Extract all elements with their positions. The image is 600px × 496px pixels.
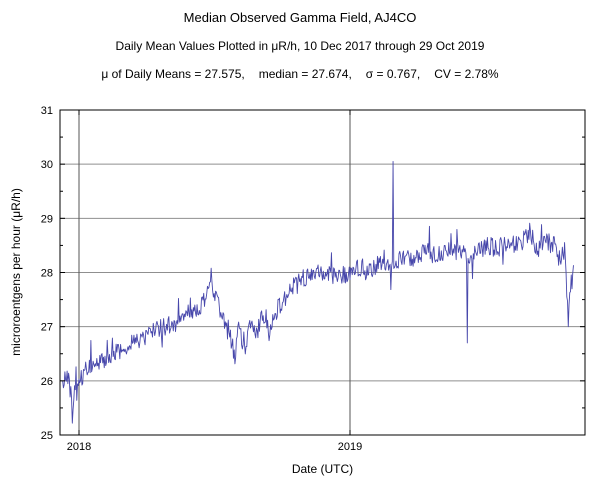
x-tick-label: 2018 xyxy=(67,441,91,453)
chart-subtitle: Daily Mean Values Plotted in μR/h, 10 De… xyxy=(115,39,485,53)
chart-title: Median Observed Gamma Field, AJ4CO xyxy=(183,10,417,25)
stat-cv: CV = 2.78% xyxy=(434,67,499,81)
stat-mean: μ of Daily Means = 27.575, xyxy=(101,67,245,81)
y-tick-label: 31 xyxy=(41,105,53,117)
chart-stats-line: μ of Daily Means = 27.575, median = 27.67… xyxy=(0,67,600,81)
x-tick-label: 2019 xyxy=(338,441,362,453)
y-tick-label: 26 xyxy=(41,376,53,388)
stat-median: median = 27.674, xyxy=(258,67,352,81)
axis-tick-labels: 25 26 27 28 29 30 31 2018 2019 xyxy=(41,105,362,453)
y-tick-label: 28 xyxy=(41,268,53,280)
y-tick-label: 30 xyxy=(41,159,53,171)
x-axis-label: Date (UTC) xyxy=(291,462,354,476)
y-tick-label: 29 xyxy=(41,213,53,225)
y-tick-label: 27 xyxy=(41,322,53,334)
axis-ticks xyxy=(60,109,585,436)
y-axis-label: microroentgens per hour (μR/h) xyxy=(9,188,23,356)
stat-sigma: σ = 0.767, xyxy=(365,67,421,81)
grid-lines xyxy=(60,110,585,435)
data-series-line xyxy=(62,161,574,424)
y-tick-label: 25 xyxy=(41,430,53,442)
